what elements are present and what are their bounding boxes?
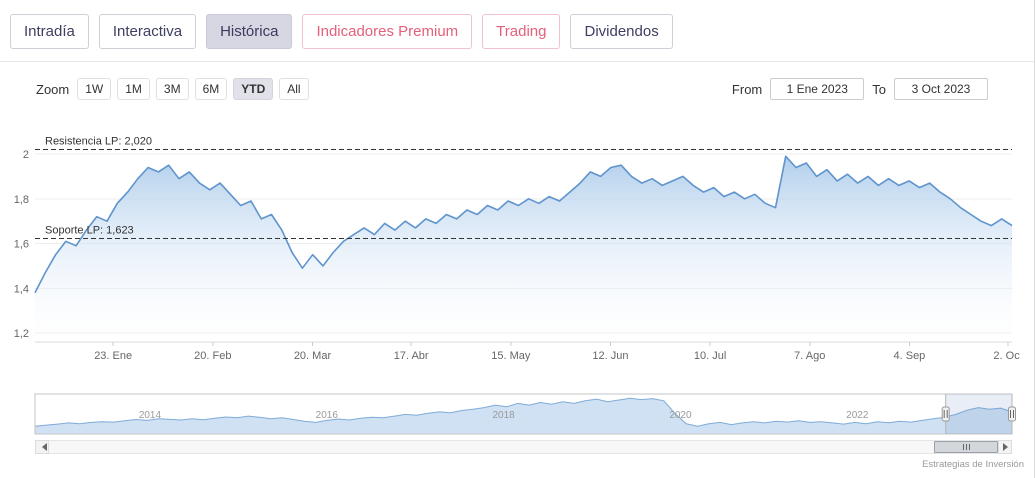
svg-text:Resistencia LP: 2,020: Resistencia LP: 2,020: [45, 136, 152, 148]
tab-interactiva[interactable]: Interactiva: [98, 14, 197, 49]
scrollbar[interactable]: [35, 440, 1012, 454]
zoom-1m-button[interactable]: 1M: [117, 78, 150, 100]
svg-text:1,4: 1,4: [14, 283, 29, 295]
zoom-label: Zoom: [36, 81, 70, 97]
scrollbar-track[interactable]: [49, 440, 998, 454]
navigator[interactable]: 2014 2016 2018 2020 2022: [8, 393, 1026, 440]
svg-text:7. Ago: 7. Ago: [794, 350, 825, 362]
zoom-group: Zoom 1W 1M 3M 6M YTD All: [36, 78, 309, 100]
zoom-3m-button[interactable]: 3M: [155, 78, 189, 100]
navigator-canvas[interactable]: 2014 2016 2018 2020 2022: [8, 393, 1020, 435]
svg-text:20. Mar: 20. Mar: [294, 350, 332, 362]
scrollbar-right-arrow-icon[interactable]: [998, 440, 1012, 454]
zoom-all-button[interactable]: All: [279, 78, 309, 100]
tab-indicadores-premium[interactable]: Indicadores Premium: [302, 14, 473, 49]
date-range-group: From To: [732, 78, 988, 100]
to-label: To: [872, 81, 886, 97]
zoom-1w-button[interactable]: 1W: [77, 78, 112, 100]
price-chart-canvas[interactable]: 2 1,8 1,6 1,4 1,2 23. Ene 20. Feb 20. Mar 17. Ab…: [8, 110, 1023, 362]
tab-dividendos[interactable]: Dividendos: [570, 14, 673, 49]
zoom-6m-button[interactable]: 6M: [194, 78, 228, 100]
from-label: From: [731, 81, 763, 97]
svg-text:23. Ene: 23. Ene: [94, 350, 132, 362]
svg-text:1,6: 1,6: [14, 239, 29, 251]
svg-text:4. Sep: 4. Sep: [894, 350, 926, 362]
svg-text:17. Abr: 17. Abr: [394, 350, 429, 362]
svg-text:2014: 2014: [139, 410, 162, 421]
svg-text:2: 2: [23, 149, 29, 161]
price-chart[interactable]: 2 1,8 1,6 1,4 1,2 23. Ene 20. Feb 20. Mar 17. Ab…: [8, 110, 1026, 367]
credit-label: Estrategias de Inversión: [922, 459, 1024, 470]
svg-text:2. Oct: 2. Oct: [993, 350, 1020, 362]
tab-intradia[interactable]: Intradía: [10, 14, 89, 49]
svg-text:2018: 2018: [492, 410, 515, 421]
scrollbar-thumb[interactable]: [934, 441, 998, 453]
svg-text:10. Jul: 10. Jul: [694, 350, 726, 362]
svg-text:1,8: 1,8: [14, 194, 29, 206]
tab-divider: [0, 61, 1034, 62]
scrollbar-left-arrow-icon[interactable]: [35, 440, 49, 454]
svg-text:2022: 2022: [846, 410, 869, 421]
tab-bar: Intradía Interactiva Histórica Indicador…: [0, 0, 1034, 49]
scrollbar-grip-icon: [966, 444, 967, 450]
to-date-input[interactable]: [894, 78, 988, 100]
svg-text:20. Feb: 20. Feb: [194, 350, 231, 362]
svg-text:2020: 2020: [669, 410, 692, 421]
svg-text:15. May: 15. May: [491, 350, 531, 362]
svg-text:1,2: 1,2: [14, 328, 29, 340]
tab-historica[interactable]: Histórica: [206, 14, 293, 49]
svg-text:Soporte LP: 1,623: Soporte LP: 1,623: [45, 224, 134, 236]
from-date-input[interactable]: [770, 78, 865, 100]
tab-trading[interactable]: Trading: [482, 14, 561, 49]
zoom-ytd-button[interactable]: YTD: [233, 78, 274, 100]
svg-text:2016: 2016: [316, 410, 339, 421]
svg-text:12. Jun: 12. Jun: [592, 350, 628, 362]
chart-toolbar: Zoom 1W 1M 3M 6M YTD All From To: [36, 78, 988, 100]
